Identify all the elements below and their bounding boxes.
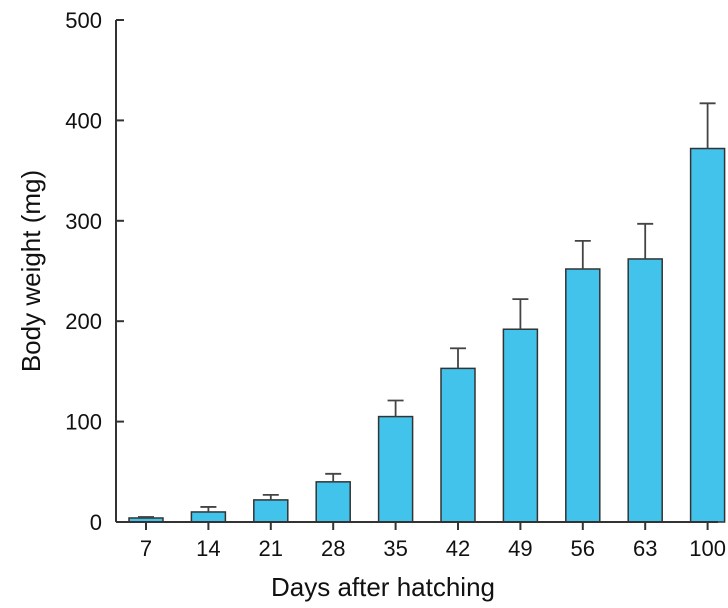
- bar: [190, 511, 227, 523]
- bar: [689, 147, 726, 523]
- x-tick-label: 49: [508, 536, 532, 561]
- bars: [128, 147, 726, 523]
- bar: [502, 328, 539, 523]
- bar: [315, 481, 351, 523]
- y-tick-label: 300: [65, 209, 102, 234]
- x-axis-tick-labels: 7 14 21 28 35 42 49 56 63 100: [140, 522, 726, 561]
- x-tick-label: 21: [259, 536, 283, 561]
- x-tick-label: 35: [383, 536, 407, 561]
- x-tick-label: 100: [689, 536, 726, 561]
- y-tick-label: 200: [65, 309, 102, 334]
- y-tick-label: 400: [65, 108, 102, 133]
- x-tick-label: 14: [196, 536, 220, 561]
- bar: [253, 499, 289, 523]
- y-tick-label: 100: [65, 410, 102, 435]
- x-tick-label: 28: [321, 536, 345, 561]
- y-tick-label: 0: [90, 510, 102, 535]
- x-axis-title: Days after hatching: [271, 572, 495, 602]
- x-tick-label: 63: [633, 536, 657, 561]
- bar: [565, 268, 601, 523]
- x-tick-label: 7: [140, 536, 152, 561]
- y-tick-label: 500: [65, 8, 102, 33]
- x-tick-label: 56: [571, 536, 595, 561]
- bar: [440, 367, 476, 523]
- bar: [377, 415, 414, 523]
- bar: [627, 258, 663, 523]
- error-bars: [138, 102, 716, 518]
- y-axis-ticks: 0 100 200 300 400 500: [65, 8, 124, 535]
- y-axis-title: Body weight (mg): [16, 170, 46, 372]
- x-tick-label: 42: [446, 536, 470, 561]
